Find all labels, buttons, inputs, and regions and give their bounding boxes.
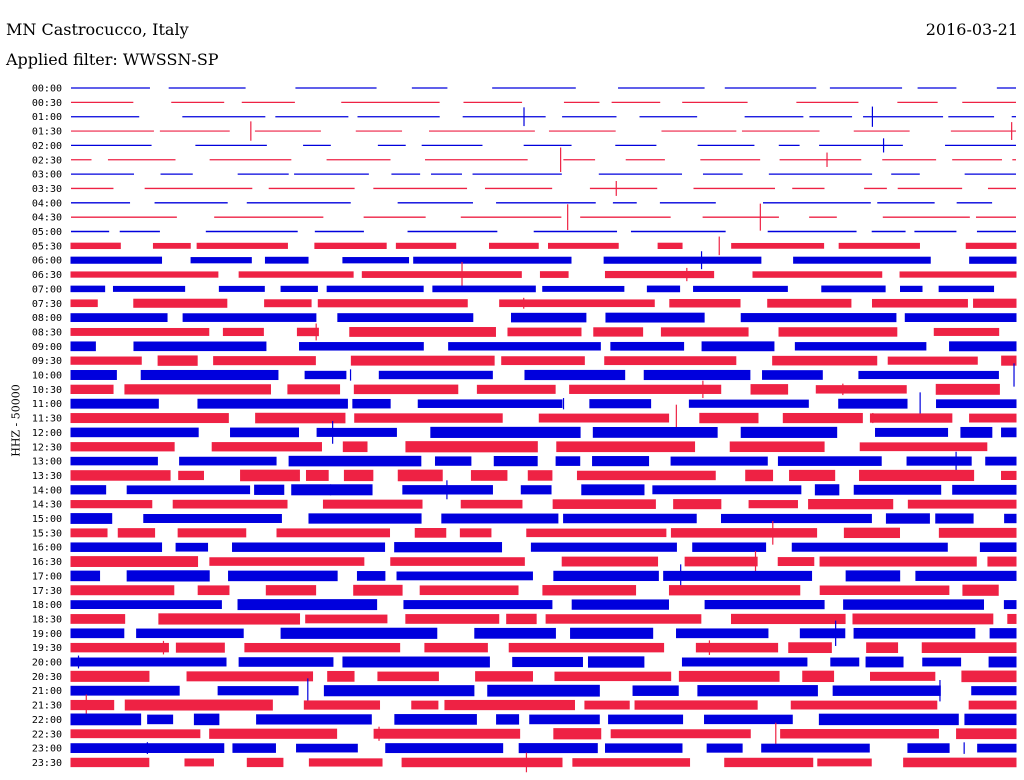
row-label: 13:00 (32, 457, 62, 468)
seismic-traces (70, 87, 1017, 773)
row-label: 22:00 (32, 715, 62, 726)
row-label: 16:30 (32, 557, 62, 568)
trace-row (70, 599, 1017, 611)
trace-row (70, 752, 1017, 773)
row-label: 00:30 (32, 98, 62, 109)
trace-row (70, 742, 1017, 755)
row-label: 04:00 (32, 198, 62, 209)
row-label: 03:00 (32, 170, 62, 181)
date-label: 2016-03-21 (925, 20, 1018, 39)
trace-row (70, 550, 1017, 573)
row-label: 20:30 (32, 672, 62, 683)
trace-row (70, 499, 1017, 510)
trace-row (70, 285, 995, 293)
row-label: 11:00 (32, 399, 62, 410)
row-label: 02:00 (32, 141, 62, 152)
trace-row (70, 355, 1017, 366)
trace-row (70, 441, 988, 453)
row-label: 00:00 (32, 84, 62, 95)
row-label: 02:30 (32, 155, 62, 166)
row-label: 17:00 (32, 571, 62, 582)
trace-row (70, 236, 1017, 256)
row-label: 17:30 (32, 586, 62, 597)
row-label: 07:30 (32, 299, 62, 310)
row-label: 05:00 (32, 227, 62, 238)
trace-row (70, 380, 1000, 399)
trace-row (71, 106, 1016, 127)
row-label: 20:00 (32, 658, 62, 669)
row-label: 06:30 (32, 270, 62, 281)
row-label: 09:00 (32, 342, 62, 353)
trace-row (70, 713, 1017, 726)
row-label: 01:30 (32, 127, 62, 138)
trace-row (70, 521, 1017, 545)
row-label: 08:00 (32, 313, 62, 324)
row-label: 18:30 (32, 614, 62, 625)
trace-row (70, 392, 1017, 416)
station-title: MN Castrocucco, Italy (6, 20, 189, 39)
row-label: 13:30 (32, 471, 62, 482)
row-label: 14:30 (32, 500, 62, 511)
filter-label: Applied filter: WWSSN-SP (6, 50, 219, 69)
row-label: 15:30 (32, 528, 62, 539)
trace-row (70, 564, 1017, 588)
trace-row (70, 469, 1017, 482)
row-label: 05:30 (32, 241, 62, 252)
trace-row (70, 613, 1017, 625)
trace-row (70, 312, 1017, 323)
trace-row (70, 513, 1017, 524)
trace-row (70, 261, 1017, 288)
row-label: 04:30 (32, 213, 62, 224)
row-label: 06:00 (32, 256, 62, 267)
row-label: 16:00 (32, 543, 62, 554)
row-label: 12:00 (32, 428, 62, 439)
row-label: 10:00 (32, 371, 62, 382)
trace-row (71, 147, 1016, 173)
row-label: 19:00 (32, 629, 62, 640)
row-label: 01:00 (32, 112, 62, 123)
trace-row (70, 404, 1017, 432)
row-label: 23:00 (32, 744, 62, 755)
trace-row (70, 694, 1017, 716)
trace-row (70, 251, 1017, 270)
trace-row (70, 323, 1000, 341)
row-label: 12:30 (32, 442, 62, 453)
row-label: 22:30 (32, 729, 62, 740)
trace-row (70, 722, 1017, 745)
row-label: 07:00 (32, 284, 62, 295)
row-label: 19:30 (32, 643, 62, 654)
row-label: 09:30 (32, 356, 62, 367)
row-label: 14:00 (32, 485, 62, 496)
row-label: 08:30 (32, 327, 62, 338)
trace-row (70, 655, 1017, 669)
trace-row (70, 451, 1017, 471)
trace-row (70, 670, 1017, 683)
trace-row (70, 297, 1017, 309)
row-label: 11:30 (32, 414, 62, 425)
row-label: 10:30 (32, 385, 62, 396)
trace-row (70, 542, 1017, 553)
row-label: 21:30 (32, 701, 62, 712)
trace-row (70, 678, 1017, 704)
trace-row (70, 421, 1017, 444)
row-label: 15:00 (32, 514, 62, 525)
row-label: 18:00 (32, 600, 62, 611)
trace-row (70, 620, 1017, 646)
row-label: 21:00 (32, 686, 62, 697)
trace-row (70, 640, 1017, 655)
trace-row (71, 121, 1016, 141)
row-label: 23:30 (32, 758, 62, 769)
row-label: 03:30 (32, 184, 62, 195)
trace-row (71, 138, 1016, 153)
trace-row (71, 180, 1016, 196)
trace-row (70, 363, 1015, 387)
trace-row (70, 480, 1017, 500)
trace-row (70, 341, 1017, 352)
row-labels: 00:00 00:30 01:00 01:30 02:00 02:30 03:00 03:30… (32, 84, 62, 769)
trace-row (71, 203, 1016, 231)
trace-row (70, 584, 999, 596)
